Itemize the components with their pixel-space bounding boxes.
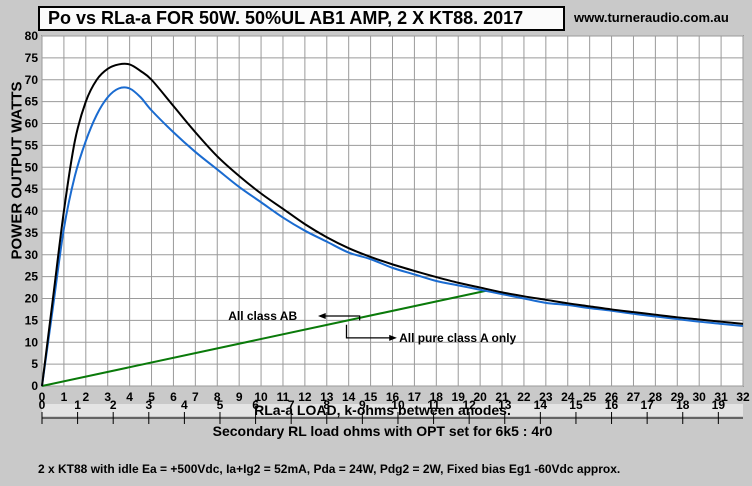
- annotation-class-ab: All class AB: [228, 309, 297, 323]
- x-tick-label: 13: [320, 390, 334, 404]
- secondary-tick-label: 9: [359, 398, 366, 412]
- x-tick-label: 19: [452, 390, 466, 404]
- secondary-tick-label: 6: [252, 398, 259, 412]
- secondary-tick-label: 1: [74, 398, 81, 412]
- footnote: 2 x KT88 with idle Ea = +500Vdc, Ia+Ig2 …: [38, 462, 621, 476]
- x-tick-label: 22: [517, 390, 531, 404]
- x-label-band: [42, 404, 743, 416]
- secondary-tick-label: 15: [569, 398, 583, 412]
- x-tick-label: 16: [386, 390, 400, 404]
- x-tick-label: 18: [430, 390, 444, 404]
- x-tick-label: 11: [277, 390, 290, 404]
- y-tick-label: 25: [25, 270, 39, 284]
- x-tick-label: 32: [736, 390, 750, 404]
- y-tick-label: 45: [25, 182, 39, 196]
- y-tick-label: 75: [25, 51, 39, 65]
- annotation-arrow-class-a: [345, 324, 395, 339]
- y-tick-label: 80: [25, 29, 39, 43]
- annotation-class-a: All pure class A only: [399, 331, 516, 345]
- x-tick-label: 2: [82, 390, 89, 404]
- x-tick-labels: 0 1 2 3 4 5 6 7 8 9 10 11 12 13 14 15 16 17 18 19 20 21 22 23 24…: [39, 390, 750, 404]
- y-tick-label: 10: [25, 335, 39, 349]
- x-tick-label: 29: [671, 390, 685, 404]
- series-line-class_ab_limit: [41, 289, 487, 387]
- annotation-arrowhead-class-a: [389, 334, 397, 341]
- secondary-tick-label: 4: [181, 398, 188, 412]
- website-label: www.turneraudio.com.au: [574, 10, 729, 25]
- secondary-tick-label: 11: [427, 398, 440, 412]
- y-tick-label: 15: [25, 313, 39, 327]
- annotation-arrow-class-ab: [320, 315, 361, 321]
- y-tick-labels: 0 5 10 15 20 25 30 35 40 45 50 55 60 65 70 75 80: [25, 29, 39, 393]
- x-axis-label: RLa-a LOAD, k-ohms between anodes.: [254, 402, 511, 418]
- y-tick-label: 50: [25, 160, 39, 174]
- x-tick-label: 12: [298, 390, 312, 404]
- x-tick-label: 10: [254, 390, 268, 404]
- x-tick-label: 31: [714, 390, 728, 404]
- x-tick-label: 24: [561, 390, 575, 404]
- annotations: All class AB All pure class A only: [228, 309, 516, 345]
- y-tick-label: 35: [25, 226, 39, 240]
- y-tick-label: 60: [25, 117, 39, 131]
- x-tick-label: 1: [61, 390, 68, 404]
- x-tick-label: 8: [214, 390, 221, 404]
- series-line-total: [41, 62, 744, 387]
- chart-title: Po vs RLa-a FOR 50W. 50%UL AB1 AMP, 2 X …: [38, 6, 565, 31]
- secondary-tick-label: 16: [605, 398, 619, 412]
- secondary-tick-label: 14: [534, 398, 548, 412]
- secondary-axis-label: Secondary RL load ohms with OPT set for …: [213, 423, 553, 439]
- y-tick-label: 30: [25, 248, 39, 262]
- x-tick-label: 26: [605, 390, 619, 404]
- x-tick-label: 5: [148, 390, 155, 404]
- x-tick-label: 6: [170, 390, 177, 404]
- secondary-tick-label: 0: [39, 398, 46, 412]
- y-tick-label: 5: [31, 357, 38, 371]
- x-tick-label: 15: [364, 390, 378, 404]
- x-tick-label: 21: [495, 390, 509, 404]
- secondary-axis: 0 1 2 3 4 5 6 7 8 9 10 11 12 13 14 15 16 17 18 19: [39, 398, 743, 424]
- series-line-class_a: [41, 86, 744, 387]
- secondary-tick-label: 18: [676, 398, 690, 412]
- secondary-tick-label: 17: [640, 398, 654, 412]
- y-tick-label: 70: [25, 73, 39, 87]
- series-lines: [41, 62, 744, 387]
- x-tick-label: 30: [693, 390, 707, 404]
- x-tick-label: 20: [473, 390, 487, 404]
- y-tick-label: 55: [25, 138, 39, 152]
- y-tick-label: 20: [25, 292, 39, 306]
- x-tick-label: 14: [342, 390, 356, 404]
- y-tick-label: 65: [25, 95, 39, 109]
- secondary-tick-label: 8: [323, 398, 330, 412]
- secondary-tick-label: 3: [145, 398, 152, 412]
- x-tick-label: 4: [126, 390, 133, 404]
- secondary-tick-label: 12: [462, 398, 476, 412]
- y-tick-label: 40: [25, 204, 39, 218]
- secondary-tick-label: 2: [110, 398, 117, 412]
- secondary-tick-label: 19: [712, 398, 726, 412]
- annotation-arrowhead-class-ab: [318, 313, 326, 319]
- secondary-tick-label: 7: [288, 398, 295, 412]
- grid-lines: [41, 35, 744, 387]
- x-tick-label: 9: [236, 390, 243, 404]
- x-tick-label: 25: [583, 390, 597, 404]
- secondary-tick-label: 13: [498, 398, 512, 412]
- secondary-tick-label: 5: [217, 398, 224, 412]
- x-tick-label: 28: [649, 390, 663, 404]
- x-tick-label: 0: [39, 390, 46, 404]
- x-tick-label: 23: [539, 390, 553, 404]
- x-tick-label: 7: [192, 390, 199, 404]
- x-tick-label: 27: [627, 390, 641, 404]
- secondary-tick-label: 10: [391, 398, 405, 412]
- y-tick-label: 0: [31, 379, 38, 393]
- x-tick-label: 17: [408, 390, 422, 404]
- x-tick-label: 3: [104, 390, 111, 404]
